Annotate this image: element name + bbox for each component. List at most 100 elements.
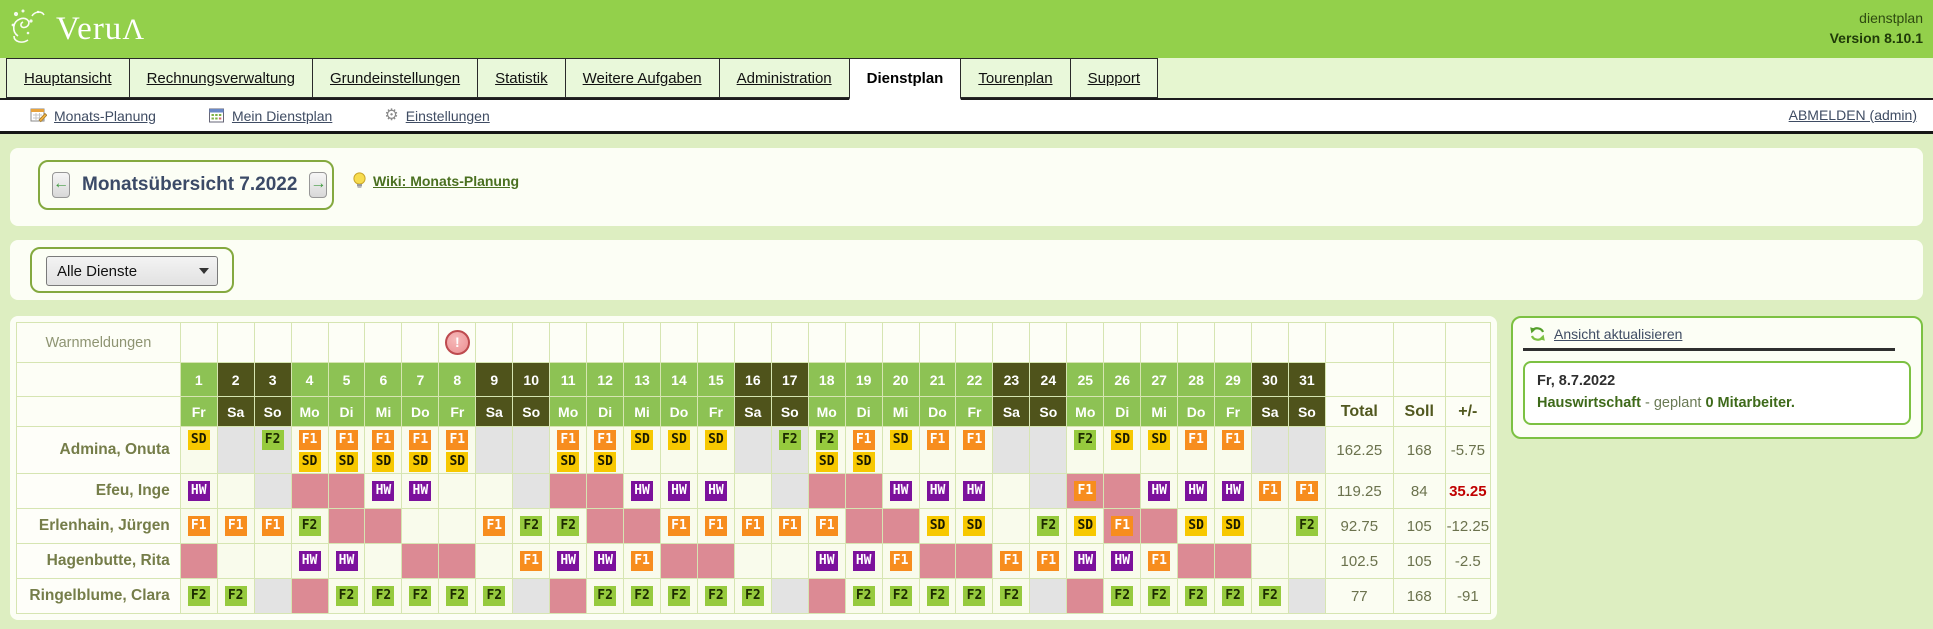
tab-label[interactable]: Rechnungsverwaltung (146, 69, 295, 87)
cell-r5-d24[interactable] (1029, 578, 1068, 614)
cell-r3-d24[interactable]: F2 (1029, 508, 1068, 544)
cell-r3-d18[interactable]: F1 (807, 508, 846, 544)
refresh-view-link[interactable]: Ansicht aktualisieren (1554, 326, 1683, 342)
cell-r3-d26[interactable]: F1 (1103, 508, 1142, 544)
cell-r1-d27[interactable]: SD (1140, 426, 1179, 474)
cell-r4-d4[interactable]: HW (290, 543, 329, 579)
cell-r2-d8[interactable] (438, 473, 477, 509)
cell-r5-d26[interactable]: F2 (1103, 578, 1142, 614)
cell-r3-d9[interactable]: F1 (475, 508, 514, 544)
cell-r1-d28[interactable]: F1 (1177, 426, 1216, 474)
cell-r4-d24[interactable]: F1 (1029, 543, 1068, 579)
cell-r1-d15[interactable]: SD (696, 426, 735, 474)
tab-label[interactable]: Grundeinstellungen (330, 69, 461, 87)
cell-r4-d3[interactable] (253, 543, 292, 579)
cell-r2-d24[interactable] (1029, 473, 1068, 509)
tab-grundeinstellungen[interactable]: Grundeinstellungen (312, 58, 479, 98)
cell-r3-d3[interactable]: F1 (253, 508, 292, 544)
cell-r2-d11[interactable] (549, 473, 588, 509)
tab-label[interactable]: Hauptansicht (24, 69, 112, 87)
service-filter-select[interactable]: Alle Dienste (46, 256, 218, 286)
toolbar-item-mein-dienstplan[interactable]: Mein Dienstplan (208, 107, 332, 124)
cell-r4-d25[interactable]: HW (1066, 543, 1105, 579)
cell-r3-d1[interactable]: F1 (179, 508, 218, 544)
cell-r2-d1[interactable]: HW (179, 473, 218, 509)
cell-r5-d6[interactable]: F2 (364, 578, 403, 614)
cell-r4-d19[interactable]: HW (844, 543, 883, 579)
next-month-button[interactable]: → (309, 172, 328, 198)
cell-r5-d19[interactable]: F2 (844, 578, 883, 614)
cell-r2-d22[interactable]: HW (955, 473, 994, 509)
cell-r2-d14[interactable]: HW (659, 473, 698, 509)
cell-r1-d23[interactable] (992, 426, 1031, 474)
tab-label[interactable]: Administration (736, 69, 832, 87)
cell-r3-d23[interactable] (992, 508, 1031, 544)
tab-hauptansicht[interactable]: Hauptansicht (6, 58, 130, 98)
logout-link[interactable]: ABMELDEN (admin) (1788, 106, 1917, 123)
cell-r1-d10[interactable] (512, 426, 551, 474)
toolbar-item-label[interactable]: Einstellungen (405, 107, 490, 124)
cell-r5-d17[interactable] (770, 578, 809, 614)
tab-support[interactable]: Support (1069, 58, 1159, 98)
cell-r3-d5[interactable] (327, 508, 366, 544)
cell-r1-d14[interactable]: SD (659, 426, 698, 474)
cell-r1-d16[interactable] (733, 426, 772, 474)
cell-r2-d31[interactable]: F1 (1287, 473, 1326, 509)
cell-r2-d16[interactable] (733, 473, 772, 509)
cell-r5-d29[interactable]: F2 (1214, 578, 1252, 614)
cell-r5-d7[interactable]: F2 (401, 578, 440, 614)
cell-r4-d21[interactable] (918, 543, 957, 579)
employee-name[interactable]: Efeu, Inge (16, 473, 181, 509)
cell-r1-d6[interactable]: F1 SD (364, 426, 403, 474)
cell-r1-d5[interactable]: F1 SD (327, 426, 366, 474)
cell-r3-d25[interactable]: SD (1066, 508, 1105, 544)
cell-r5-d15[interactable]: F2 (696, 578, 735, 614)
cell-r2-d12[interactable] (586, 473, 625, 509)
cell-r5-d14[interactable]: F2 (659, 578, 698, 614)
cell-r5-d31[interactable] (1287, 578, 1326, 614)
cell-r3-d10[interactable]: F2 (512, 508, 551, 544)
cell-r5-d22[interactable]: F2 (955, 578, 994, 614)
tab-rechnungsverwaltung[interactable]: Rechnungsverwaltung (128, 58, 313, 98)
cell-r1-d25[interactable]: F2 (1066, 426, 1105, 474)
cell-r2-d3[interactable] (253, 473, 292, 509)
cell-r4-d10[interactable]: F1 (512, 543, 551, 579)
cell-r1-d18[interactable]: F2 SD (807, 426, 846, 474)
cell-r4-d30[interactable] (1250, 543, 1289, 579)
cell-r1-d11[interactable]: F1 SD (549, 426, 588, 474)
cell-r5-d1[interactable]: F2 (179, 578, 218, 614)
employee-name[interactable]: Hagenbutte, Rita (16, 543, 181, 579)
cell-r1-d4[interactable]: F1 SD (290, 426, 329, 474)
cell-r5-d5[interactable]: F2 (327, 578, 366, 614)
tab-weitere-aufgaben[interactable]: Weitere Aufgaben (564, 58, 720, 98)
cell-r4-d20[interactable]: F1 (881, 543, 920, 579)
cell-r4-d13[interactable]: F1 (623, 543, 661, 579)
cell-r1-d26[interactable]: SD (1103, 426, 1142, 474)
cell-r3-d29[interactable]: SD (1214, 508, 1252, 544)
tab-label[interactable]: Support (1087, 69, 1141, 87)
cell-r1-d21[interactable]: F1 (918, 426, 957, 474)
cell-r3-d19[interactable] (844, 508, 883, 544)
cell-r5-d18[interactable] (807, 578, 846, 614)
cell-r2-d21[interactable]: HW (918, 473, 957, 509)
cell-r2-d25[interactable]: F1 (1066, 473, 1105, 509)
cell-r5-d27[interactable]: F2 (1140, 578, 1179, 614)
cell-r4-d2[interactable] (216, 543, 255, 579)
cell-r2-d2[interactable] (216, 473, 255, 509)
toolbar-item-einstellungen[interactable]: ⚙ Einstellungen (384, 107, 490, 124)
cell-r2-d23[interactable] (992, 473, 1031, 509)
cell-r4-d6[interactable] (364, 543, 403, 579)
cell-r4-d11[interactable]: HW (549, 543, 588, 579)
cell-r3-d6[interactable] (364, 508, 403, 544)
cell-r1-d22[interactable]: F1 (955, 426, 994, 474)
cell-r2-d4[interactable] (290, 473, 329, 509)
cell-r2-d15[interactable]: HW (696, 473, 735, 509)
cell-r2-d28[interactable]: HW (1177, 473, 1216, 509)
cell-r4-d23[interactable]: F1 (992, 543, 1031, 579)
cell-r5-d9[interactable]: F2 (475, 578, 514, 614)
cell-r3-d14[interactable]: F1 (659, 508, 698, 544)
cell-r3-d20[interactable] (881, 508, 920, 544)
cell-r5-d23[interactable]: F2 (992, 578, 1031, 614)
cell-r3-d2[interactable]: F1 (216, 508, 255, 544)
cell-r3-d13[interactable] (623, 508, 661, 544)
